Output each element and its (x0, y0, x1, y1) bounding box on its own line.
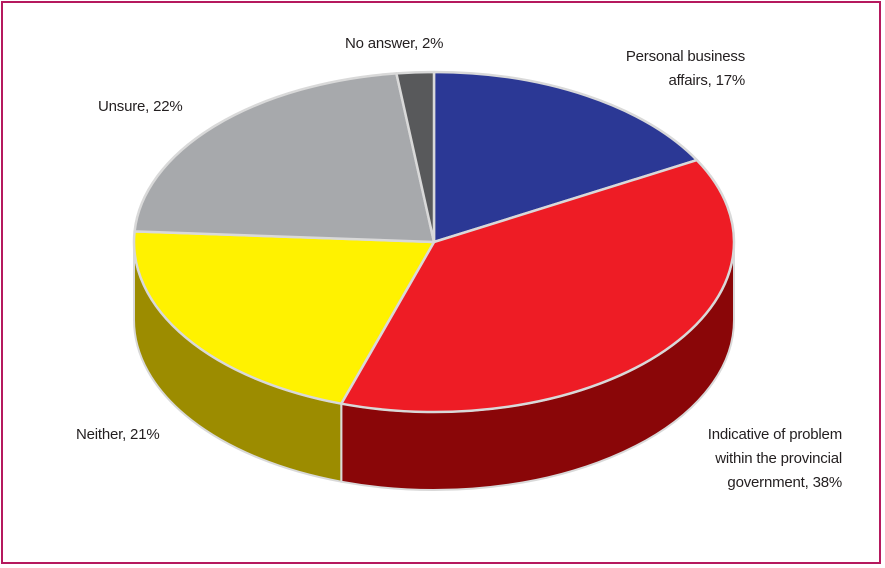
pie-slice-no-answer (395, 70, 436, 244)
slice-label-neither: Neither, 21% (76, 426, 160, 443)
pie-slice-personal-business-affairs (432, 70, 699, 244)
pie-slice-indicative-of-problem-within-the-provincial-government (340, 158, 736, 414)
pie-slice-unsure (133, 72, 436, 244)
pie-top (132, 70, 736, 414)
slice-label-no-answer: No answer, 2% (345, 35, 444, 52)
slice-label-unsure: Unsure, 22% (98, 98, 183, 115)
slice-label-personal-business: Personal business affairs, 17% (625, 48, 745, 89)
slice-label-provincial-problem: Indicative of problem within the provinc… (707, 426, 842, 491)
pie-slice-neither (132, 230, 436, 405)
